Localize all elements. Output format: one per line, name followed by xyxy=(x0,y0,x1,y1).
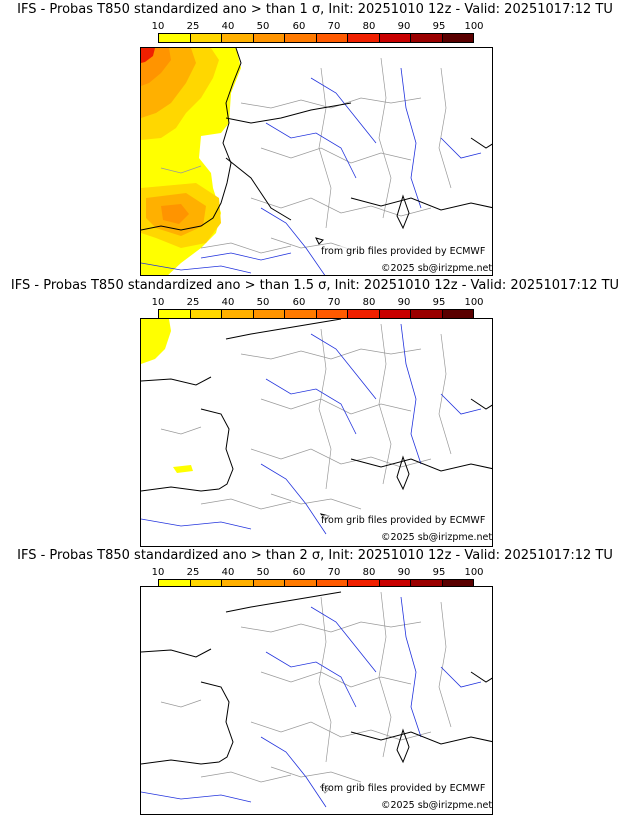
panel-2-sigma: IFS - Probas T850 standardized ano > tha… xyxy=(0,546,630,822)
coastlines xyxy=(141,591,492,794)
rivers xyxy=(141,323,482,535)
probability-shading xyxy=(141,319,193,473)
colorbar-segment xyxy=(411,580,443,588)
borders xyxy=(160,591,452,783)
colorbar-segment xyxy=(379,34,411,42)
probability-shading xyxy=(141,48,241,275)
colorbar-label: 50 xyxy=(256,21,270,32)
colorbar-label: 10 xyxy=(151,567,165,578)
colorbar-label: 90 xyxy=(397,567,411,578)
colorbar-segment xyxy=(411,310,443,318)
colorbar-label: 60 xyxy=(292,567,306,578)
rivers xyxy=(141,596,482,808)
colorbar-segment xyxy=(379,310,411,318)
colorbar-label: 95 xyxy=(432,297,446,308)
colorbar-segment xyxy=(348,34,380,42)
colorbar-label: 50 xyxy=(256,567,270,578)
colorbar-segment xyxy=(348,310,380,318)
coastlines xyxy=(141,48,492,245)
colorbar-segment xyxy=(222,34,254,42)
colorbar-segment xyxy=(411,34,443,42)
colorbar-label: 70 xyxy=(327,567,341,578)
colorbar-segment xyxy=(442,310,473,318)
copyright: ©2025 sb@irizpme.net xyxy=(381,263,493,274)
colorbar-label: 50 xyxy=(256,297,270,308)
colorbar-label: 100 xyxy=(464,567,484,578)
colorbar-segment xyxy=(316,310,348,318)
map-panel-2: from grib files provided by ECMWF ©2025 … xyxy=(140,318,493,547)
map-svg xyxy=(141,591,492,808)
colorbar xyxy=(158,33,474,43)
colorbar-labels: 10 25 40 50 60 70 80 90 95 100 xyxy=(151,567,485,579)
colorbar-segment xyxy=(159,580,191,588)
colorbar-label: 10 xyxy=(151,21,165,32)
colorbar-label: 60 xyxy=(292,297,306,308)
colorbar-label: 80 xyxy=(362,21,376,32)
copyright: ©2025 sb@irizpme.net xyxy=(381,532,493,543)
map-svg xyxy=(141,48,492,275)
colorbar-labels: 10 25 40 50 60 70 80 90 95 100 xyxy=(151,21,485,33)
source-note: from grib files provided by ECMWF xyxy=(321,783,486,794)
colorbar-label: 10 xyxy=(151,297,165,308)
colorbar-label: 90 xyxy=(397,297,411,308)
map-svg xyxy=(141,319,492,535)
colorbar-segment xyxy=(285,580,317,588)
colorbar-segment xyxy=(253,34,285,42)
source-note: from grib files provided by ECMWF xyxy=(321,246,486,257)
colorbar-segment xyxy=(316,580,348,588)
panel-1-sigma: IFS - Probas T850 standardized ano > tha… xyxy=(0,0,630,276)
colorbar-segment xyxy=(379,580,411,588)
colorbar-segment xyxy=(253,310,285,318)
colorbar-label: 25 xyxy=(186,21,200,32)
panel-title: IFS - Probas T850 standardized ano > tha… xyxy=(17,2,613,17)
colorbar-label: 25 xyxy=(186,567,200,578)
colorbar-label: 95 xyxy=(432,21,446,32)
map-panel-1: from grib files provided by ECMWF ©2025 … xyxy=(140,47,493,276)
colorbar-label: 40 xyxy=(221,21,235,32)
colorbar-segment xyxy=(316,34,348,42)
map-panel-3: from grib files provided by ECMWF ©2025 … xyxy=(140,586,493,815)
panel-title: IFS - Probas T850 standardized ano > tha… xyxy=(10,278,620,293)
colorbar-segment xyxy=(159,310,191,318)
panel-title: IFS - Probas T850 standardized ano > tha… xyxy=(17,548,613,563)
panel-1-5-sigma: IFS - Probas T850 standardized ano > tha… xyxy=(0,276,630,552)
colorbar-label: 70 xyxy=(327,21,341,32)
borders xyxy=(160,57,452,254)
colorbar-labels: 10 25 40 50 60 70 80 90 95 100 xyxy=(151,297,485,309)
rivers xyxy=(141,67,482,275)
colorbar-segment xyxy=(190,310,222,318)
colorbar-segment xyxy=(285,34,317,42)
copyright: ©2025 sb@irizpme.net xyxy=(381,800,493,811)
colorbar-label: 100 xyxy=(464,21,484,32)
source-note: from grib files provided by ECMWF xyxy=(321,515,486,526)
colorbar-label: 40 xyxy=(221,297,235,308)
colorbar-segment xyxy=(222,580,254,588)
colorbar-label: 80 xyxy=(362,297,376,308)
colorbar-label: 25 xyxy=(186,297,200,308)
colorbar-label: 80 xyxy=(362,567,376,578)
colorbar-label: 60 xyxy=(292,21,306,32)
colorbar-segment xyxy=(348,580,380,588)
colorbar-segment xyxy=(190,580,222,588)
colorbar-segment xyxy=(442,580,473,588)
colorbar-label: 70 xyxy=(327,297,341,308)
colorbar-label: 95 xyxy=(432,567,446,578)
colorbar-segment xyxy=(222,310,254,318)
colorbar-segment xyxy=(253,580,285,588)
colorbar-segment xyxy=(159,34,191,42)
colorbar-segment xyxy=(190,34,222,42)
coastlines xyxy=(141,319,492,521)
borders xyxy=(160,323,452,510)
colorbar-label: 90 xyxy=(397,21,411,32)
colorbar-label: 40 xyxy=(221,567,235,578)
colorbar-label: 100 xyxy=(464,297,484,308)
colorbar-segment xyxy=(442,34,473,42)
colorbar-segment xyxy=(285,310,317,318)
